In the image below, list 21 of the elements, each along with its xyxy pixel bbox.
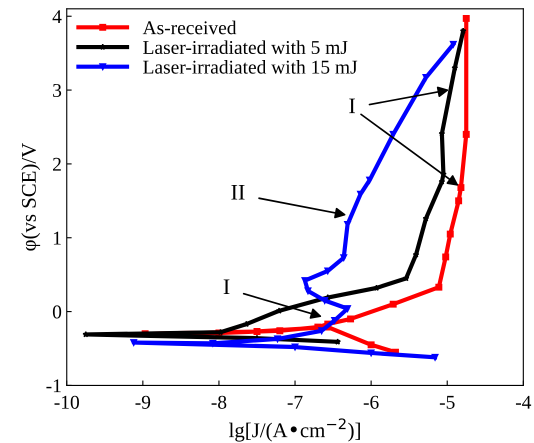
y-tick-label: -1 <box>46 379 61 392</box>
y-axis-title: φ(vs SCE)/V <box>21 143 40 251</box>
y-tick-label: 3 <box>53 84 62 98</box>
legend-label: Laser-irradiated with 5 mJ <box>143 40 348 54</box>
y-tick-label: 1 <box>54 232 61 244</box>
x-tick-label: -9 <box>135 396 150 409</box>
annotation: II <box>231 184 245 200</box>
y-tick-label: 0 <box>52 305 62 319</box>
x-tick-label: -6 <box>364 396 379 409</box>
y-tick-label: 4 <box>52 10 62 23</box>
x-tick-label: -7 <box>288 396 303 409</box>
x-tick-label: -4 <box>516 396 532 409</box>
y-tick-label: 2 <box>53 158 61 171</box>
legend-label: As-received <box>142 20 236 34</box>
annotation: I <box>349 98 356 114</box>
x-tick-label: -10 <box>54 396 79 409</box>
x-tick-label: -5 <box>440 396 455 409</box>
annotation: I <box>224 279 230 294</box>
legend-label: Laser-irradiated with 15 mJ <box>143 60 358 74</box>
x-tick-label: -8 <box>212 396 226 409</box>
x-axis-title: lg[J/(A•cm$^{−2}$)] <box>228 418 360 442</box>
